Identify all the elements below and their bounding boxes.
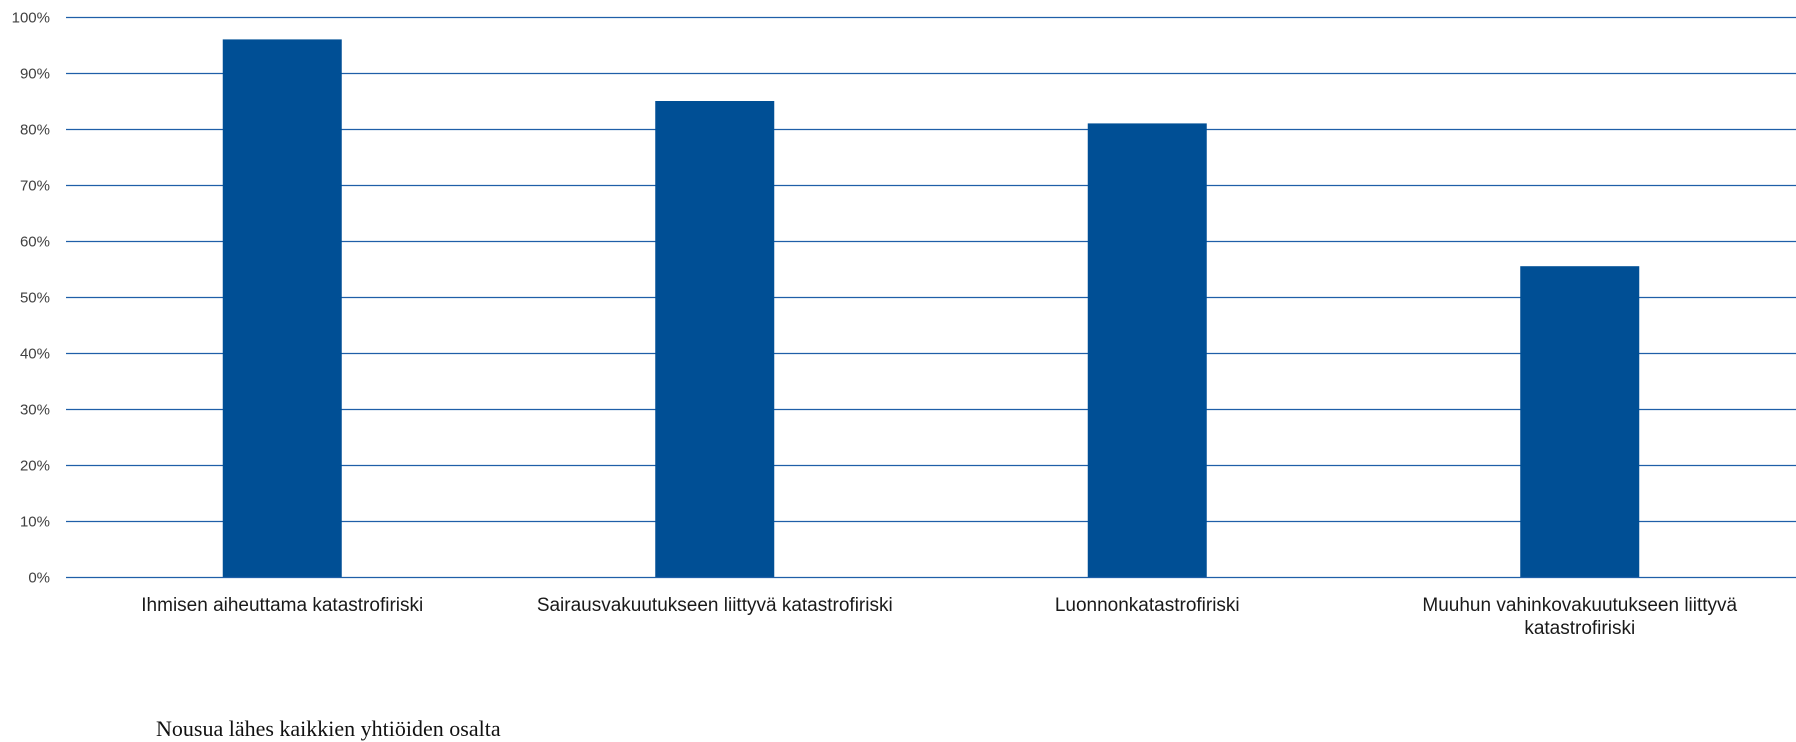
x-category-label: Luonnonkatastrofiriski [1055,595,1240,616]
bar [1087,123,1207,578]
x-axis-category-labels: Ihmisen aiheuttama katastrofiriski Sairau… [141,595,1737,639]
y-axis-tick-labels: 0% 10% 20% 30% 40% 50% 60% 70% 80% 90% 100% [12,10,50,587]
x-category-label: Muuhun vahinkovakuutukseen liittyvä katas… [1422,595,1737,639]
bar [655,101,775,577]
y-tick-label: 60% [20,234,50,251]
bar [1520,266,1640,577]
y-tick-label: 90% [20,66,50,83]
x-category-label: Sairausvakuutukseen liittyvä katastrofir… [537,595,893,616]
y-tick-label: 20% [20,458,50,475]
gridlines [66,16,1796,523]
y-tick-label: 0% [28,570,50,587]
y-tick-label: 50% [20,290,50,307]
bar [222,39,342,577]
footnote: Nousua lähes kaikkien yhtiöiden osalta [156,716,501,741]
y-tick-label: 40% [20,346,50,363]
bars [222,39,1640,578]
y-tick-label: 80% [20,122,50,139]
y-tick-label: 70% [20,178,50,195]
y-tick-label: 100% [12,10,50,27]
y-tick-label: 10% [20,514,50,531]
x-category-label: Ihmisen aiheuttama katastrofiriski [141,595,423,616]
y-tick-label: 30% [20,402,50,419]
